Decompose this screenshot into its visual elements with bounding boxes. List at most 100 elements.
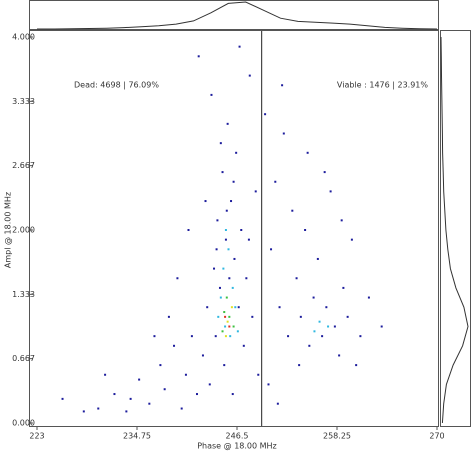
point [234, 306, 237, 309]
top-histogram [37, 1, 438, 30]
point [318, 320, 321, 323]
point [224, 229, 227, 231]
point [251, 315, 254, 318]
point [190, 335, 193, 338]
point [342, 286, 345, 289]
point [240, 229, 243, 231]
y-tick-label: 2.000 [12, 226, 35, 235]
point [167, 315, 170, 318]
point [367, 296, 370, 299]
point [232, 325, 235, 328]
point [308, 344, 311, 347]
point [316, 257, 319, 260]
point [219, 142, 222, 145]
point [148, 402, 151, 405]
point [230, 200, 233, 203]
point [257, 373, 260, 376]
point [218, 286, 221, 289]
x-axis-label: Phase @ 18.00 MHz [197, 442, 277, 451]
x-tick-label: 246.5 [226, 432, 249, 441]
point [247, 238, 250, 241]
point [221, 171, 224, 174]
point [306, 151, 309, 154]
point [82, 410, 85, 413]
point [231, 393, 234, 396]
point [254, 190, 257, 193]
point [230, 306, 233, 309]
point [225, 209, 228, 212]
y-tick-label: 2.667 [12, 161, 35, 170]
point [245, 277, 248, 280]
point [204, 200, 207, 203]
point [219, 296, 222, 299]
point [222, 267, 225, 270]
point [226, 320, 229, 323]
point [327, 325, 330, 328]
point [340, 219, 343, 222]
point [323, 171, 326, 174]
y-tick-label: 1.333 [12, 290, 35, 299]
y-tick-label: 0.667 [12, 354, 35, 363]
top-histogram-panel [29, 0, 439, 30]
point [228, 315, 231, 318]
point [129, 397, 132, 400]
x-tick-label: 234.75 [123, 432, 151, 441]
point [287, 335, 290, 338]
point [299, 315, 302, 318]
point [295, 277, 298, 280]
x-tick-label: 258.25 [323, 432, 351, 441]
point [187, 229, 190, 231]
point [325, 306, 328, 309]
point [125, 410, 128, 413]
point [278, 306, 281, 309]
point [228, 325, 231, 328]
point [329, 190, 332, 193]
point [237, 306, 240, 309]
point [233, 257, 236, 260]
point [196, 393, 198, 396]
point [224, 325, 227, 328]
point [224, 315, 227, 318]
point [223, 364, 226, 367]
point [217, 315, 220, 318]
point [215, 248, 218, 251]
point [224, 238, 227, 241]
point [227, 248, 230, 251]
point [113, 393, 116, 396]
point [242, 344, 245, 347]
point [210, 93, 213, 96]
point [267, 383, 270, 386]
point [238, 45, 241, 48]
point [163, 388, 166, 391]
point [61, 397, 64, 400]
point [276, 402, 279, 405]
point [159, 364, 162, 367]
y-tick-label: 3.333 [12, 97, 35, 106]
point [264, 113, 267, 116]
point [346, 315, 349, 318]
point [350, 238, 353, 241]
point [298, 364, 301, 367]
point [304, 229, 307, 231]
point [380, 325, 383, 328]
point [359, 335, 362, 338]
point [104, 373, 107, 376]
point [236, 330, 239, 333]
point [214, 335, 217, 338]
y-axis-label: Ampl @ 18.00 MHz [4, 192, 13, 268]
point [229, 335, 232, 338]
point [282, 132, 285, 135]
point [223, 311, 226, 314]
point [138, 378, 141, 381]
point [184, 373, 187, 376]
point [338, 354, 341, 357]
point [226, 122, 229, 125]
point [291, 209, 294, 212]
point [321, 335, 324, 338]
point [197, 55, 200, 58]
point [270, 248, 273, 251]
point [232, 180, 235, 183]
annotation: Dead: 4698 | 76.09% [74, 81, 159, 90]
point [213, 267, 216, 270]
